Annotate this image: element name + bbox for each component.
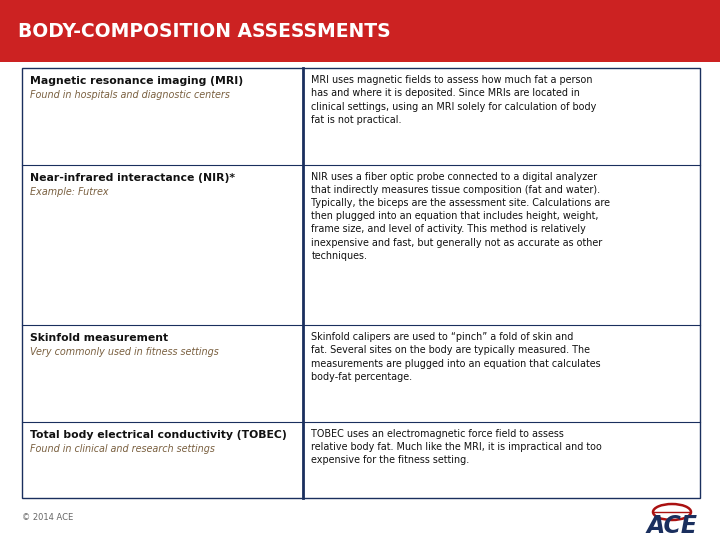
Text: BODY-COMPOSITION ASSESSMENTS: BODY-COMPOSITION ASSESSMENTS <box>18 22 391 40</box>
Text: ACE: ACE <box>647 514 698 538</box>
Bar <box>22 68 700 498</box>
Text: Very commonly used in fitness settings: Very commonly used in fitness settings <box>30 347 219 357</box>
Text: Near-infrared interactance (NIR)*: Near-infrared interactance (NIR)* <box>30 172 235 183</box>
Text: Found in clinical and research settings: Found in clinical and research settings <box>30 444 215 454</box>
Text: © 2014 ACE: © 2014 ACE <box>22 514 73 523</box>
Text: Total body electrical conductivity (TOBEC): Total body electrical conductivity (TOBE… <box>30 430 287 440</box>
Text: Found in hospitals and diagnostic centers: Found in hospitals and diagnostic center… <box>30 90 230 100</box>
Text: Example: Futrex: Example: Futrex <box>30 186 109 197</box>
Text: NIR uses a fiber optic probe connected to a digital analyzer
that indirectly mea: NIR uses a fiber optic probe connected t… <box>311 172 611 261</box>
Text: TOBEC uses an electromagnetic force field to assess
relative body fat. Much like: TOBEC uses an electromagnetic force fiel… <box>311 429 602 465</box>
Text: Magnetic resonance imaging (MRI): Magnetic resonance imaging (MRI) <box>30 76 243 86</box>
Text: Skinfold measurement: Skinfold measurement <box>30 333 168 343</box>
Text: Skinfold calipers are used to “pinch” a fold of skin and
fat. Several sites on t: Skinfold calipers are used to “pinch” a … <box>311 332 601 382</box>
Bar <box>0 0 720 62</box>
Text: MRI uses magnetic fields to assess how much fat a person
has and where it is dep: MRI uses magnetic fields to assess how m… <box>311 75 597 125</box>
